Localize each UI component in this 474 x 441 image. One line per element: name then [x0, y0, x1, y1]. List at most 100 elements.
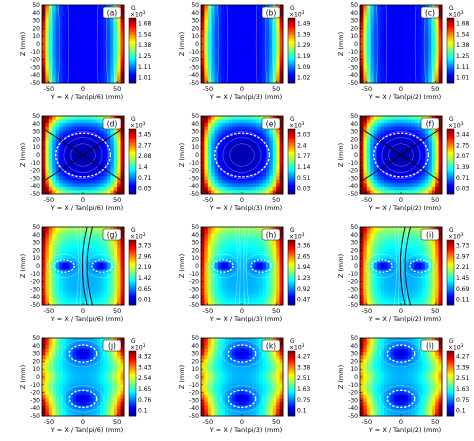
heatmap-cell — [106, 19, 111, 24]
colorbar-tick-label: 0.03 — [297, 186, 311, 193]
heatmap-cell — [204, 273, 209, 278]
heatmap-cell — [404, 44, 409, 48]
heatmap-cell — [390, 22, 395, 27]
heatmap-cell — [366, 44, 371, 48]
heatmap-cell — [238, 241, 243, 246]
heatmap-cell — [435, 151, 439, 156]
heatmap-cell — [242, 133, 246, 138]
colorbar-segment — [447, 24, 454, 28]
heatmap-cell — [377, 190, 381, 195]
heatmap-cell — [214, 116, 219, 120]
heatmap-cell — [214, 155, 219, 159]
heatmap-cell — [86, 116, 91, 120]
heatmap-cell — [373, 294, 378, 299]
heatmap-cell — [370, 68, 375, 73]
heatmap-cell — [86, 162, 91, 167]
heatmap-cell — [276, 58, 280, 63]
heatmap-cell — [366, 19, 371, 24]
heatmap-cell — [421, 186, 426, 191]
heatmap-cell — [404, 79, 409, 84]
heatmap-cell — [269, 151, 274, 156]
heatmap-cell — [218, 169, 222, 174]
heatmap-cell — [100, 276, 104, 281]
heatmap-cell — [106, 47, 111, 52]
heatmap-cell — [228, 280, 233, 285]
heatmap-cell — [373, 186, 378, 191]
heatmap-cell — [245, 54, 250, 59]
heatmap-cell — [377, 19, 381, 24]
heatmap-cell — [52, 51, 57, 56]
heatmap-cell — [255, 29, 260, 34]
heatmap-cell — [242, 79, 246, 84]
heatmap-cell — [72, 258, 77, 263]
heatmap-cell — [100, 262, 104, 267]
heatmap-cell — [55, 230, 60, 235]
heatmap-cell — [72, 116, 77, 120]
heatmap-cell — [120, 294, 125, 299]
heatmap-cell — [248, 26, 253, 31]
heatmap-cell — [255, 276, 260, 281]
heatmap-cell — [383, 33, 388, 38]
heatmap-cell — [394, 61, 398, 66]
heatmap-cell — [96, 190, 101, 195]
colorbar-unit: G — [449, 5, 454, 12]
heatmap-cell — [62, 72, 67, 77]
heatmap-cell — [242, 234, 246, 239]
heatmap-cell — [204, 276, 209, 281]
x-tick-label: -50 — [44, 196, 55, 204]
heatmap-cell — [214, 186, 219, 191]
heatmap-cell — [42, 126, 46, 131]
heatmap-cell — [214, 68, 219, 73]
heatmap-cell — [276, 22, 280, 27]
heatmap-cell — [96, 119, 101, 124]
heatmap-cell — [228, 140, 233, 145]
heatmap-cell — [69, 176, 74, 181]
heatmap-cell — [221, 258, 226, 263]
heatmap-cell — [252, 61, 257, 66]
heatmap-cell — [394, 119, 398, 124]
heatmap-cell — [242, 75, 246, 80]
heatmap-cell — [255, 144, 260, 149]
heatmap-cell — [242, 165, 246, 170]
heatmap-cell — [89, 36, 94, 41]
heatmap-cell — [62, 12, 67, 17]
heatmap-cell — [218, 262, 222, 267]
null-line — [214, 132, 270, 178]
heatmap-cell — [380, 133, 385, 138]
colorbar-segment — [288, 55, 295, 58]
colorbar-segment — [129, 147, 136, 151]
heatmap-cell — [96, 147, 101, 152]
colorbar-segment — [129, 52, 136, 56]
heatmap-cell — [96, 137, 101, 142]
heatmap-cell — [201, 151, 205, 156]
heatmap-cell — [238, 140, 243, 145]
heatmap-cell — [86, 75, 91, 80]
heatmap-cell — [48, 15, 53, 20]
heatmap-cell — [259, 190, 263, 195]
heatmap-cell — [248, 234, 253, 239]
heatmap-cell — [418, 179, 422, 184]
heatmap-cell — [435, 155, 439, 159]
heatmap-cell — [424, 75, 429, 80]
heatmap-cell — [45, 61, 50, 66]
colorbar-segment — [129, 161, 136, 165]
heatmap-cell — [435, 61, 439, 66]
x-tick-label: 0 — [81, 307, 85, 315]
heatmap-cell — [52, 276, 57, 281]
heatmap-cell — [72, 29, 77, 34]
heatmap-cell — [360, 230, 364, 235]
heatmap-cell — [55, 190, 60, 195]
colorbar-unit: G — [290, 116, 295, 123]
y-tick-label: 20 — [191, 25, 199, 32]
heatmap-cell — [45, 147, 50, 152]
heatmap-cell — [72, 162, 77, 167]
colorbar-segment — [447, 50, 454, 54]
heatmap-cell — [259, 72, 263, 77]
heatmap-cell — [62, 248, 67, 253]
heatmap-cell — [79, 22, 84, 27]
heatmap-cell — [79, 15, 84, 20]
colorbar-segment — [129, 168, 136, 172]
heatmap-cell — [366, 301, 371, 306]
heatmap-cell — [120, 33, 125, 38]
